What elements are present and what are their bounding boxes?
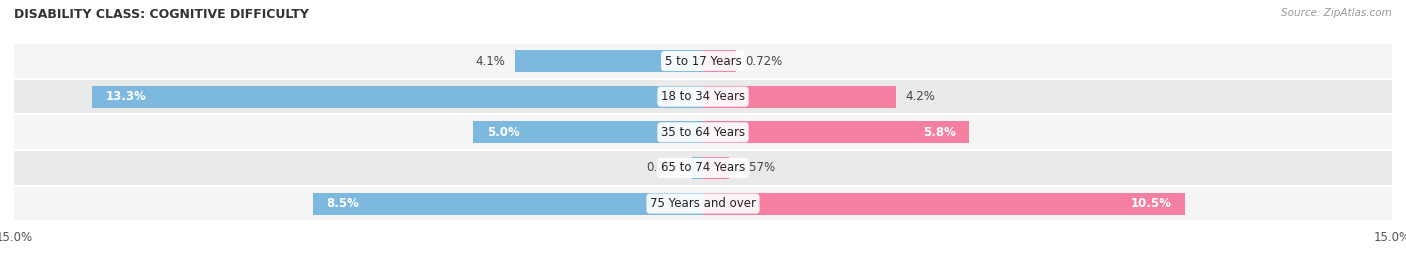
Text: 4.1%: 4.1% xyxy=(475,55,506,68)
Text: 4.2%: 4.2% xyxy=(905,90,935,103)
Bar xyxy=(93,86,703,108)
Text: 5.8%: 5.8% xyxy=(922,126,956,139)
Text: 5 to 17 Years: 5 to 17 Years xyxy=(665,55,741,68)
Text: 10.5%: 10.5% xyxy=(1130,197,1171,210)
Bar xyxy=(14,150,1392,186)
Text: 0.23%: 0.23% xyxy=(647,161,683,174)
Text: DISABILITY CLASS: COGNITIVE DIFFICULTY: DISABILITY CLASS: COGNITIVE DIFFICULTY xyxy=(14,8,309,21)
Text: 0.72%: 0.72% xyxy=(745,55,783,68)
Bar xyxy=(703,157,730,179)
Bar xyxy=(474,121,703,143)
Bar xyxy=(703,121,969,143)
Bar xyxy=(515,50,703,72)
Text: 35 to 64 Years: 35 to 64 Years xyxy=(661,126,745,139)
Text: 0.57%: 0.57% xyxy=(738,161,776,174)
Text: 18 to 34 Years: 18 to 34 Years xyxy=(661,90,745,103)
Bar xyxy=(703,193,1185,215)
Bar xyxy=(703,86,896,108)
Bar xyxy=(312,193,703,215)
Bar xyxy=(703,50,737,72)
Bar xyxy=(14,186,1392,221)
Text: 8.5%: 8.5% xyxy=(326,197,360,210)
Text: 65 to 74 Years: 65 to 74 Years xyxy=(661,161,745,174)
Bar xyxy=(14,79,1392,114)
Text: 5.0%: 5.0% xyxy=(486,126,520,139)
Text: 13.3%: 13.3% xyxy=(105,90,146,103)
Bar xyxy=(14,43,1392,79)
Text: 75 Years and over: 75 Years and over xyxy=(650,197,756,210)
Bar xyxy=(692,157,703,179)
Bar xyxy=(14,114,1392,150)
Text: Source: ZipAtlas.com: Source: ZipAtlas.com xyxy=(1281,8,1392,18)
